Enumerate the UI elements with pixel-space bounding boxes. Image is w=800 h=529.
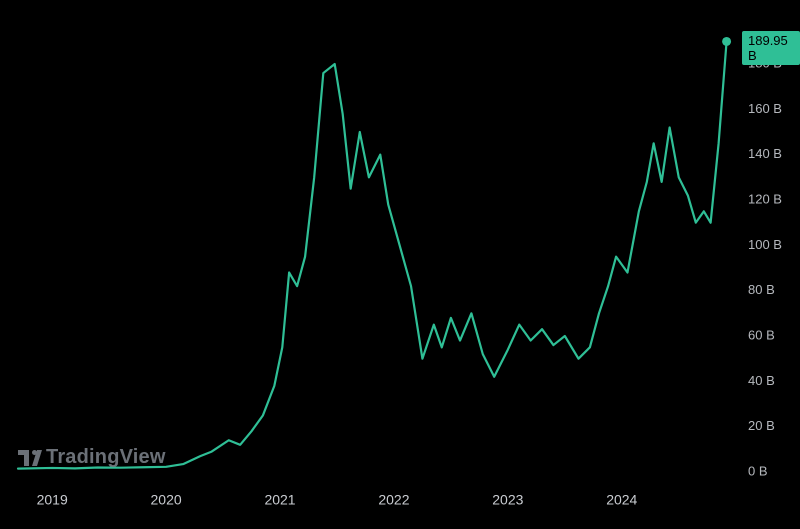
current-value-text: 189.95 B — [748, 33, 788, 63]
y-axis-tick-label: 0 B — [748, 463, 768, 478]
x-axis-tick-label: 2020 — [151, 491, 182, 507]
y-axis-tick-label: 60 B — [748, 327, 775, 342]
x-axis-tick-label: 2023 — [492, 491, 523, 507]
y-axis-tick-label: 100 B — [748, 237, 782, 252]
y-axis-tick-label: 20 B — [748, 418, 775, 433]
y-axis-tick-label: 140 B — [748, 146, 782, 161]
x-axis-tick-label: 2019 — [37, 491, 68, 507]
watermark-text: TradingView — [46, 446, 166, 469]
chart-container: 0 B 20 B 40 B 60 B 80 B 100 B 120 B 140 B 160 B 1… — [0, 0, 800, 529]
x-axis-tick-label: 2021 — [264, 491, 295, 507]
x-axis-tick-label: 2022 — [378, 491, 409, 507]
y-axis-tick-label: 40 B — [748, 373, 775, 388]
x-axis-tick-label: 2024 — [606, 491, 637, 507]
y-axis-tick-label: 80 B — [748, 282, 775, 297]
tradingview-logo-icon — [18, 448, 42, 468]
price-line — [18, 41, 727, 468]
current-value-badge: 189.95 B — [742, 31, 800, 65]
tradingview-watermark: TradingView — [18, 446, 166, 469]
y-axis-tick-label: 120 B — [748, 191, 782, 206]
y-axis-tick-label: 160 B — [748, 101, 782, 116]
current-point-marker — [722, 37, 731, 46]
